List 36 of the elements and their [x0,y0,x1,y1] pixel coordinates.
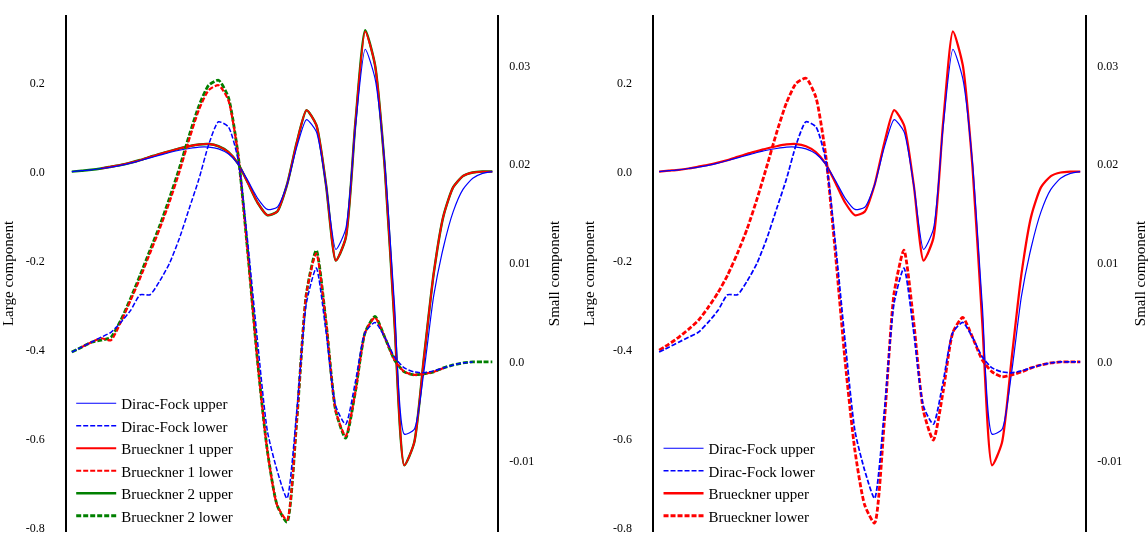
y2-tick-label: 0.03 [1097,58,1119,73]
y2-tick-label: 0.01 [1097,256,1119,271]
legend-label: Brueckner upper [708,486,809,503]
y-tick-label: 0.0 [617,164,633,179]
legend-label: Brueckner 1 lower [121,463,233,480]
legend-label: Brueckner lower [708,508,809,525]
y2-tick-label: 0.03 [509,58,531,73]
y-tick-label: -0.6 [25,431,45,446]
legend-label: Dirac-Fock lower [121,418,228,435]
y-tick-label: 0.2 [617,75,633,90]
y-tick-label: 0.0 [29,164,45,179]
y2-axis-title: Small component [1132,219,1148,327]
y2-tick-label: 0.02 [1097,157,1119,172]
y-tick-label: -0.8 [613,520,633,535]
y-axis-title: Large component [0,220,16,327]
legend-label: Brueckner 2 lower [121,508,233,525]
y-tick-label: -0.2 [25,253,45,268]
y2-tick-label: 0.02 [509,157,531,172]
legend-label: Dirac-Fock upper [121,396,228,413]
y-tick-label: -0.2 [613,253,633,268]
y-tick-label: -0.4 [25,342,45,357]
y2-tick-label: -0.01 [509,454,535,469]
y2-axis-title: Small component [545,219,562,327]
legend-label: Brueckner 1 upper [121,441,233,458]
y-tick-label: 0.2 [29,75,45,90]
legend-label: Brueckner 2 upper [121,486,233,503]
y-axis-title: Large component [580,220,597,327]
y2-tick-label: 0.01 [509,256,531,271]
y-tick-label: -0.8 [25,520,45,535]
legend-label: Dirac-Fock lower [708,463,815,480]
y2-tick-label: 0.0 [1097,355,1113,370]
y-tick-label: -0.6 [613,431,633,446]
y2-tick-label: -0.01 [1097,454,1123,469]
y2-tick-label: 0.0 [509,355,525,370]
legend-label: Dirac-Fock upper [708,441,815,458]
y-tick-label: -0.4 [613,342,633,357]
